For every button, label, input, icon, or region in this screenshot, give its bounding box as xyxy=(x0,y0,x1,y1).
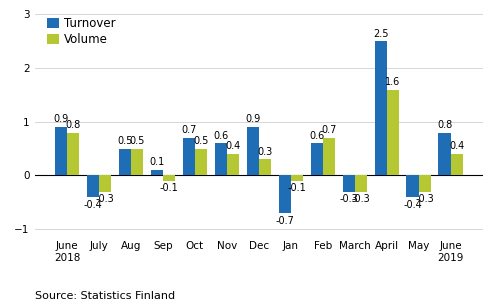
Text: 0.5: 0.5 xyxy=(129,136,145,146)
Text: -0.3: -0.3 xyxy=(339,194,358,204)
Text: Source: Statistics Finland: Source: Statistics Finland xyxy=(35,291,175,301)
Bar xyxy=(438,133,451,175)
Bar xyxy=(354,175,367,192)
Text: 0.8: 0.8 xyxy=(437,120,452,130)
Text: -0.1: -0.1 xyxy=(160,184,178,193)
Text: 0.1: 0.1 xyxy=(149,157,165,168)
Text: -0.4: -0.4 xyxy=(83,199,103,209)
Text: 0.8: 0.8 xyxy=(66,120,81,130)
Bar xyxy=(291,175,303,181)
Bar xyxy=(279,175,291,213)
Bar xyxy=(99,175,111,192)
Bar xyxy=(407,175,419,197)
Bar xyxy=(55,127,67,175)
Text: 0.7: 0.7 xyxy=(321,125,337,135)
Bar xyxy=(259,159,271,175)
Text: 2.5: 2.5 xyxy=(373,29,388,39)
Bar xyxy=(227,154,239,175)
Legend: Turnover, Volume: Turnover, Volume xyxy=(45,15,118,49)
Text: -0.7: -0.7 xyxy=(275,216,294,226)
Bar xyxy=(311,143,323,175)
Text: 1.6: 1.6 xyxy=(385,77,400,87)
Text: -0.3: -0.3 xyxy=(352,194,370,204)
Text: 0.9: 0.9 xyxy=(53,115,69,124)
Text: -0.1: -0.1 xyxy=(287,184,306,193)
Text: 0.6: 0.6 xyxy=(309,130,324,140)
Text: 0.7: 0.7 xyxy=(181,125,197,135)
Bar xyxy=(323,138,335,175)
Text: 0.4: 0.4 xyxy=(225,141,241,151)
Bar xyxy=(119,149,131,175)
Bar xyxy=(131,149,143,175)
Bar xyxy=(246,127,259,175)
Bar xyxy=(215,143,227,175)
Bar xyxy=(163,175,175,181)
Text: 0.9: 0.9 xyxy=(245,115,260,124)
Bar xyxy=(343,175,354,192)
Text: 0.5: 0.5 xyxy=(193,136,209,146)
Bar xyxy=(151,170,163,175)
Bar xyxy=(183,138,195,175)
Text: -0.3: -0.3 xyxy=(415,194,434,204)
Text: -0.3: -0.3 xyxy=(96,194,114,204)
Bar xyxy=(67,133,79,175)
Bar xyxy=(87,175,99,197)
Text: 0.6: 0.6 xyxy=(213,130,228,140)
Bar xyxy=(375,41,387,175)
Text: 0.5: 0.5 xyxy=(117,136,133,146)
Bar xyxy=(387,90,399,175)
Text: -0.4: -0.4 xyxy=(403,199,422,209)
Bar xyxy=(195,149,207,175)
Text: 0.3: 0.3 xyxy=(257,147,273,157)
Bar xyxy=(451,154,463,175)
Bar xyxy=(419,175,431,192)
Text: 0.4: 0.4 xyxy=(449,141,464,151)
